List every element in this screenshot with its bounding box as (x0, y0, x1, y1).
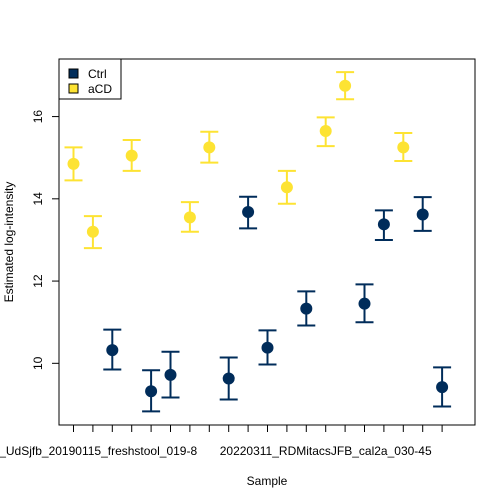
x-tick-label: CDAPDT_UdSjfb_20190115_freshstool_019-8 (0, 444, 197, 458)
point-ctrl-5 (142, 369, 161, 413)
marker (300, 302, 313, 315)
marker (242, 205, 255, 218)
point-acd-14 (316, 116, 335, 148)
marker (416, 208, 429, 221)
y-axis-title: Estimated log-intensity (2, 182, 16, 303)
marker (397, 141, 410, 154)
legend-swatch-acd (68, 83, 79, 94)
point-ctrl-6 (161, 350, 180, 399)
y-tick-label: 14 (31, 192, 45, 206)
marker (261, 341, 274, 354)
point-ctrl-19 (413, 196, 432, 232)
marker (164, 368, 177, 381)
point-ctrl-17 (374, 209, 393, 241)
plot-box (58, 58, 476, 426)
marker (436, 381, 449, 394)
marker (183, 211, 196, 224)
marker (319, 124, 332, 137)
marker (222, 372, 235, 385)
x-tick-label: 20220311_RDMitacsJFB_cal2a_030-45 (220, 444, 432, 458)
point-ctrl-9 (219, 356, 238, 401)
point-ctrl-16 (355, 283, 374, 324)
point-acd-8 (200, 130, 219, 164)
y-tick-label: 10 (31, 356, 45, 370)
point-ctrl-20 (433, 366, 452, 408)
point-acd-7 (180, 201, 199, 233)
y-tick-label: 12 (31, 274, 45, 288)
marker (280, 181, 293, 194)
marker (145, 385, 158, 398)
marker (339, 79, 352, 92)
x-axis: CDAPDT_UdSjfb_20190115_freshstool_019-8 2… (0, 425, 443, 458)
marker (125, 149, 138, 162)
y-tick-label: 16 (31, 110, 45, 124)
point-acd-2 (83, 215, 102, 250)
marker (203, 141, 216, 154)
point-ctrl-3 (103, 328, 122, 371)
point-acd-1 (64, 146, 83, 182)
y-axis: 10 12 14 16 (31, 110, 59, 370)
legend-label-acd: aCD (88, 82, 112, 96)
legend-swatch-ctrl (68, 68, 79, 79)
point-acd-12 (277, 169, 296, 205)
marker (86, 225, 99, 238)
legend-label-ctrl: Ctrl (88, 67, 107, 81)
point-acd-18 (394, 132, 413, 162)
point-ctrl-13 (297, 290, 316, 327)
point-acd-15 (336, 71, 355, 101)
marker (106, 344, 119, 357)
point-ctrl-11 (258, 329, 277, 366)
marker (67, 157, 80, 170)
data-points (64, 71, 452, 413)
marker (358, 297, 371, 310)
point-acd-4 (122, 139, 141, 172)
point-ctrl-10 (239, 195, 258, 230)
marker (377, 218, 390, 231)
x-axis-title: Sample (247, 474, 288, 488)
